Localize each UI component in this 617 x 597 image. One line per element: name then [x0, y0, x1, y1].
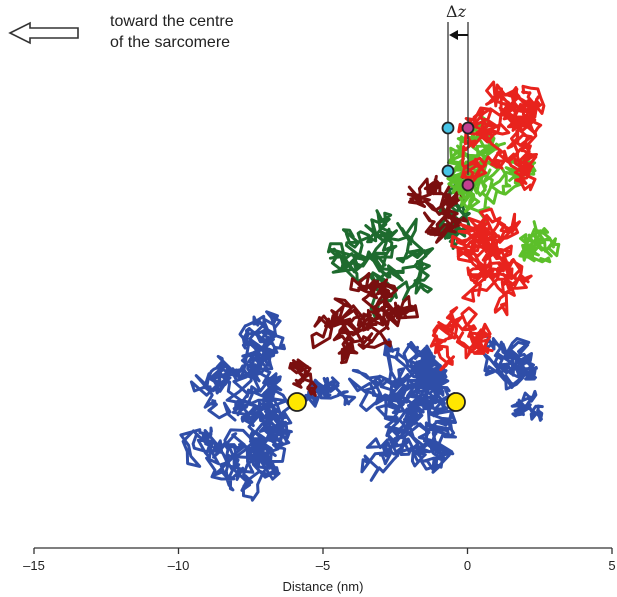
axis-tick-label: 0: [464, 558, 471, 573]
marker-circles: [287, 121, 475, 412]
backbone-trace: [429, 306, 494, 372]
backbone-trace: [288, 358, 318, 397]
direction-label-line1: toward the centre: [110, 13, 234, 30]
magenta-marker-lower: [461, 178, 475, 192]
actin-filament: [179, 310, 544, 502]
axis-tick-label: –5: [316, 558, 330, 573]
delta-symbol: Δ: [446, 2, 458, 21]
backbone-trace: [238, 310, 286, 371]
yellow-marker-right: [446, 392, 466, 412]
backbone-trace: [446, 113, 537, 224]
backbone-trace: [179, 335, 293, 502]
backbone-trace: [508, 84, 546, 127]
yellow-marker-left: [287, 392, 307, 412]
backbone-trace: [450, 207, 533, 317]
myosin-head-light-green: [446, 113, 561, 264]
axis-tick-label: –10: [168, 558, 190, 573]
backbone-trace: [518, 220, 561, 264]
backbone-trace: [510, 389, 544, 422]
delta-variable: z: [457, 2, 467, 21]
cyan-marker-upper: [441, 121, 455, 135]
backbone-trace: [326, 209, 435, 321]
axis-tick-label: –15: [23, 558, 45, 573]
delta-z-indicator: Δz: [446, 2, 469, 175]
cyan-marker-lower: [441, 164, 455, 178]
direction-arrow: [8, 21, 79, 45]
axis-tick-label: 5: [608, 558, 615, 573]
backbone-trace: [478, 336, 538, 391]
backbone-trace: [310, 272, 419, 365]
magenta-marker-upper: [461, 121, 475, 135]
myosin-head-dark-red: [288, 174, 468, 397]
backbone-trace: [348, 338, 458, 482]
delta-z-arrowhead-icon: [449, 30, 458, 40]
direction-arrow-icon: [8, 21, 79, 45]
direction-label-line2: of the sarcomere: [110, 34, 230, 51]
backbone-trace: [406, 174, 468, 244]
delta-z-label: Δz: [446, 2, 467, 21]
axis-label: Distance (nm): [283, 579, 364, 594]
distance-axis: –15 –10 –5 0 5: [23, 547, 616, 573]
